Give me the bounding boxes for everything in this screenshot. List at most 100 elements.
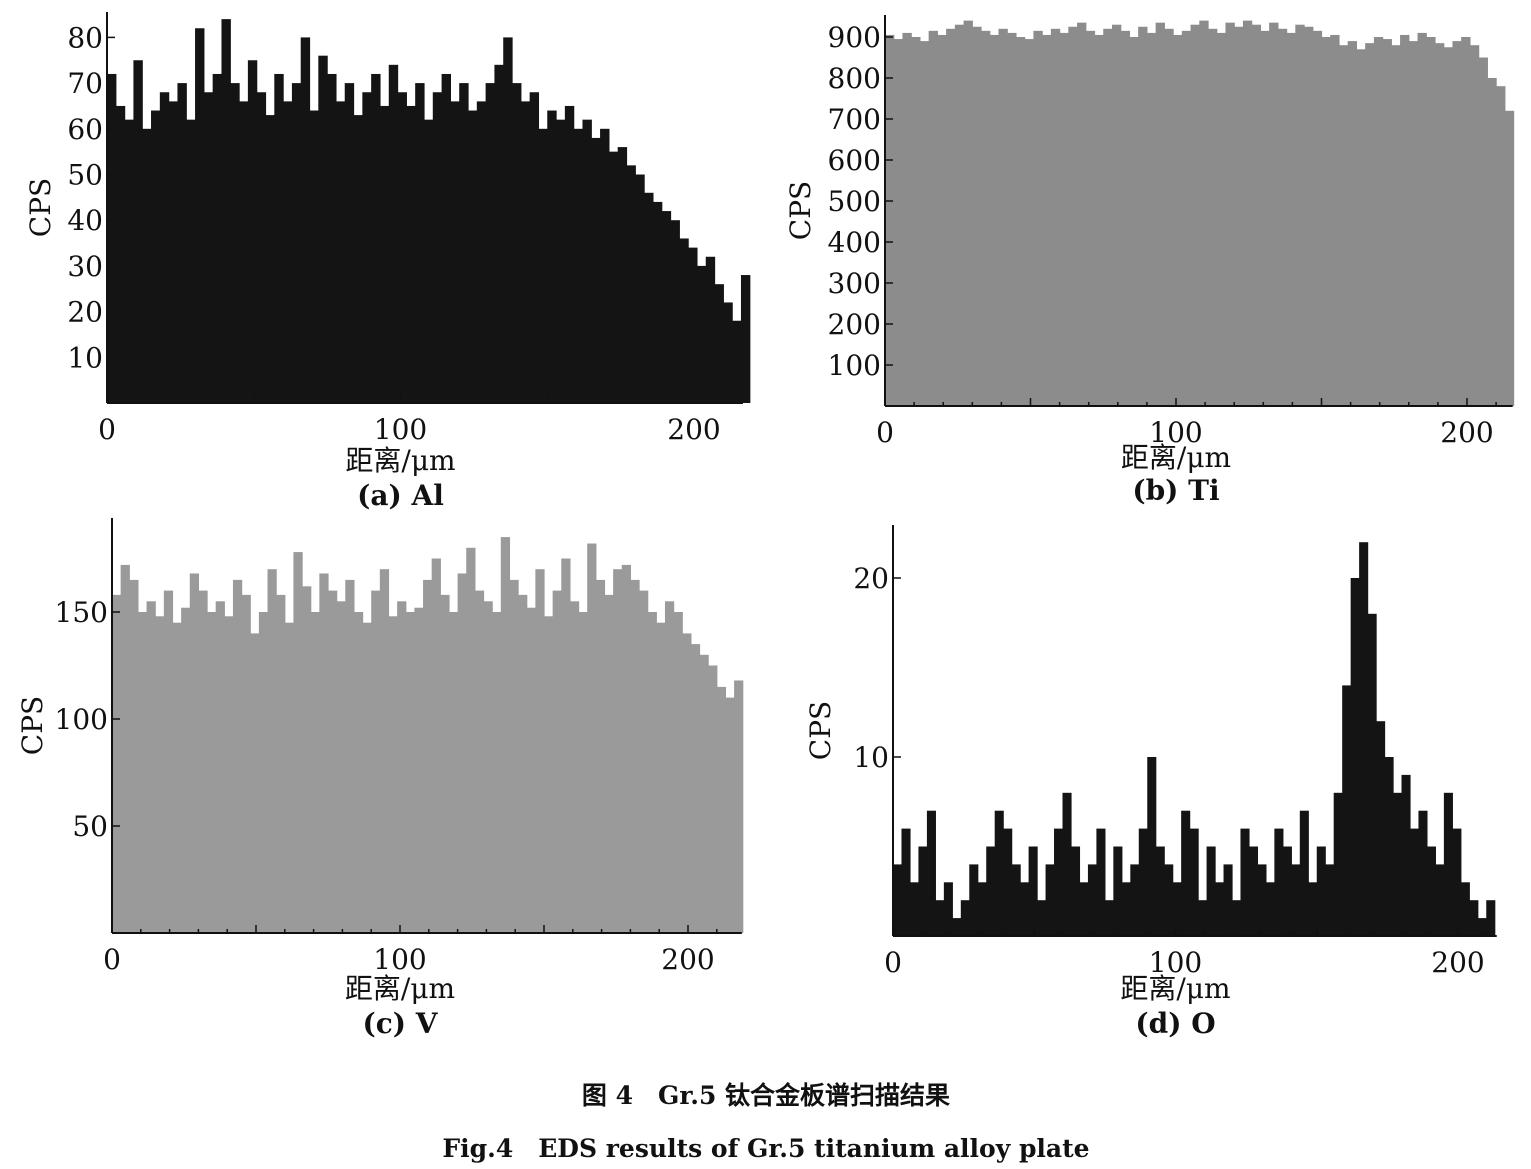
x-tick-label: 100 <box>374 413 427 446</box>
bar-1-0 <box>885 34 895 406</box>
bar-0-31 <box>379 105 390 403</box>
bar-0-52 <box>564 105 575 403</box>
bar-2-68 <box>699 654 709 933</box>
bar-1-39 <box>1225 22 1235 407</box>
x-tick-label: 0 <box>98 413 116 446</box>
bar-1-65 <box>1452 41 1462 406</box>
bar-2-59 <box>621 564 631 933</box>
bar-2-26 <box>336 601 346 933</box>
bar-2-3 <box>137 612 148 933</box>
x-tick-label: 200 <box>1431 946 1484 979</box>
y-tick-label: 60 <box>67 113 103 146</box>
bar-3-55 <box>1359 542 1369 936</box>
bar-2-32 <box>388 616 398 933</box>
bar-1-20 <box>1059 32 1069 407</box>
bar-0-14 <box>230 83 240 403</box>
bar-2-56 <box>595 579 606 933</box>
bar-0-12 <box>212 73 223 404</box>
x-tick-label: 200 <box>661 943 714 976</box>
bar-1-8 <box>954 24 965 406</box>
bar-1-31 <box>1155 22 1165 407</box>
bar-3-27 <box>1121 882 1131 936</box>
bar-0-37 <box>432 92 443 404</box>
bar-1-17 <box>1033 30 1043 406</box>
bar-2-71 <box>725 697 735 933</box>
bar-1-56 <box>1373 37 1384 406</box>
panel-caption: (a) Al <box>357 479 444 512</box>
bar-1-55 <box>1365 43 1375 407</box>
bar-2-2 <box>129 579 139 933</box>
bar-1-63 <box>1434 43 1445 407</box>
bar-1-21 <box>1068 26 1078 406</box>
y-tick-label: 30 <box>67 250 103 283</box>
x-tick-label: 100 <box>1149 416 1202 449</box>
bar-2-39 <box>448 612 459 933</box>
bar-0-24 <box>318 55 328 404</box>
bar-0-60 <box>635 174 645 403</box>
bar-2-43 <box>483 601 493 933</box>
bar-3-29 <box>1138 828 1148 936</box>
bar-0-20 <box>283 101 293 403</box>
bar-1-25 <box>1103 28 1113 407</box>
bar-1-11 <box>981 30 991 406</box>
bar-1-54 <box>1356 49 1366 407</box>
bar-3-34 <box>1181 810 1191 936</box>
bar-3-15 <box>1020 882 1030 936</box>
bar-2-49 <box>535 569 545 933</box>
bar-1-47 <box>1295 24 1305 406</box>
y-tick-label: 10 <box>853 741 889 774</box>
bar-1-6 <box>937 34 947 406</box>
bar-0-26 <box>335 101 346 403</box>
bar-3-41 <box>1240 828 1250 936</box>
bar-1-69 <box>1487 78 1497 406</box>
y-tick-label: 600 <box>828 144 881 177</box>
bar-1-36 <box>1199 20 1209 406</box>
bar-3-51 <box>1325 864 1335 936</box>
bar-3-46 <box>1282 846 1292 936</box>
bar-3-11 <box>986 846 996 936</box>
bar-1-23 <box>1085 30 1096 406</box>
bar-0-15 <box>239 101 249 403</box>
bar-2-37 <box>431 558 441 933</box>
bar-3-23 <box>1087 864 1097 936</box>
bar-0-39 <box>450 101 460 403</box>
bar-0-16 <box>247 60 258 403</box>
bar-3-32 <box>1164 864 1174 936</box>
bar-3-2 <box>909 882 920 936</box>
bar-2-41 <box>466 547 476 933</box>
bar-0-27 <box>344 83 355 403</box>
bar-3-19 <box>1054 828 1064 936</box>
bar-0-46 <box>512 83 522 403</box>
bar-0-42 <box>476 101 487 403</box>
bar-3-70 <box>1486 900 1496 936</box>
bar-2-1 <box>120 564 130 933</box>
bar-1-71 <box>1504 110 1515 407</box>
x-axis-label: 距离/μm <box>345 972 455 1005</box>
bar-3-31 <box>1155 846 1165 936</box>
bar-0-6 <box>159 92 170 404</box>
bar-2-14 <box>232 579 243 933</box>
bar-3-53 <box>1342 685 1352 936</box>
bar-2-60 <box>630 579 640 933</box>
bar-2-25 <box>328 590 338 933</box>
bar-0-18 <box>265 115 275 403</box>
bar-1-38 <box>1216 32 1227 407</box>
bar-2-18 <box>267 569 277 933</box>
x-axis-label: 距离/μm <box>1120 972 1230 1005</box>
bar-0-35 <box>415 83 425 403</box>
bar-2-23 <box>310 612 320 933</box>
bar-1-19 <box>1050 28 1061 407</box>
y-tick-label: 900 <box>828 21 881 54</box>
bar-1-42 <box>1251 24 1261 406</box>
bar-3-17 <box>1037 900 1047 936</box>
bar-0-51 <box>556 119 566 403</box>
bar-3-22 <box>1079 882 1089 936</box>
bar-3-52 <box>1333 792 1343 936</box>
bar-0-50 <box>547 110 557 404</box>
bar-2-35 <box>414 607 424 933</box>
bar-2-22 <box>302 586 312 933</box>
y-tick-label: 500 <box>828 185 881 218</box>
bar-3-0 <box>893 864 903 936</box>
figure-caption-cn: 图 4 Gr.5 钛合金板谱扫描结果 <box>582 1081 950 1110</box>
bar-0-59 <box>626 165 636 403</box>
